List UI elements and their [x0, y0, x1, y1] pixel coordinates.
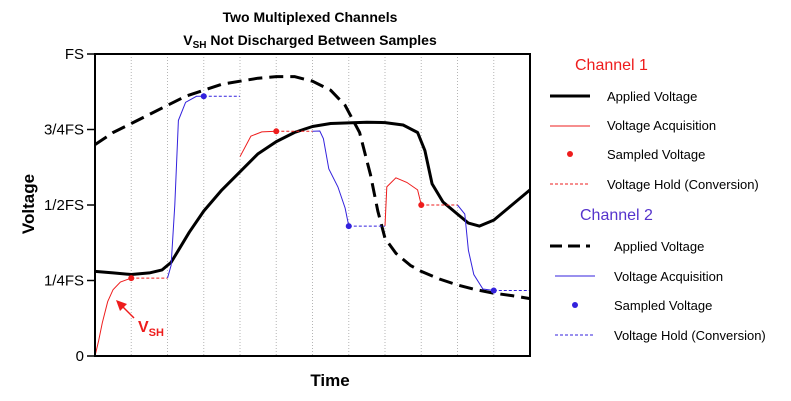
acquisition-curve-1: [239, 130, 277, 157]
y-tick-label: 1/2FS: [44, 197, 84, 214]
sampled-point-1: [273, 128, 280, 135]
chart-title: Two Multiplexed Channels: [223, 9, 398, 25]
legend-heading-channel-1: Channel 1: [575, 57, 648, 74]
applied-voltage-line-1: [94, 120, 531, 276]
applied-voltage-line-2: [94, 75, 531, 301]
sampled-point-2: [345, 223, 352, 230]
y-tick-label: 0: [76, 348, 84, 365]
x-axis-label: Time: [310, 371, 349, 390]
acquisition-curve-1: [384, 177, 422, 227]
chart-subtitle: VSH Not Discharged Between Samples: [183, 32, 437, 51]
legend-label-sampled-1: Sampled Voltage: [607, 147, 705, 162]
y-axis-label: Voltage: [19, 174, 38, 234]
y-tick-label: 3/4FS: [44, 122, 84, 139]
sampled-point-1: [418, 202, 425, 208]
plot-frame: [94, 53, 531, 357]
sampled-point-2: [200, 93, 207, 100]
acquisition-curve-2: [167, 95, 204, 279]
legend-marker-sampled-1: [567, 151, 573, 157]
acquisition-curve-1: [94, 277, 132, 357]
legend-label-acquisition-2: Voltage Acquisition: [614, 269, 723, 284]
legend-channel-1: Channel 1 Applied Voltage Voltage Acquis…: [550, 57, 759, 192]
y-tick-label: 1/4FS: [44, 273, 84, 290]
acquisition-curve-2: [312, 130, 350, 227]
legend-heading-channel-2: Channel 2: [580, 207, 653, 224]
legend-label-applied-2: Applied Voltage: [614, 239, 704, 254]
legend-label-hold-2: Voltage Hold (Conversion): [614, 328, 766, 343]
sampled-point-1: [128, 275, 135, 282]
legend-label-hold-1: Voltage Hold (Conversion): [607, 177, 759, 192]
acquisition-curve-2: [457, 204, 494, 291]
annotation-arrow-shaft: [121, 305, 135, 319]
legend-label-acquisition-1: Voltage Acquisition: [607, 118, 716, 133]
legend-label-applied-1: Applied Voltage: [607, 89, 697, 104]
legend-label-sampled-2: Sampled Voltage: [614, 298, 712, 313]
vsh-annotation: VSH: [116, 300, 164, 339]
sampled-point-2: [490, 287, 497, 294]
legend-channel-2: Channel 2 Applied Voltage Voltage Acquis…: [550, 207, 766, 343]
annotation-label: VSH: [138, 319, 164, 339]
y-axis-ticks: 0 1/4FS 1/2FS 3/4FS FS: [44, 46, 95, 365]
annotation-arrow-head: [116, 300, 127, 311]
y-tick-label: FS: [65, 46, 84, 63]
legend-marker-sampled-2: [572, 302, 578, 308]
series-layer: [94, 75, 531, 357]
